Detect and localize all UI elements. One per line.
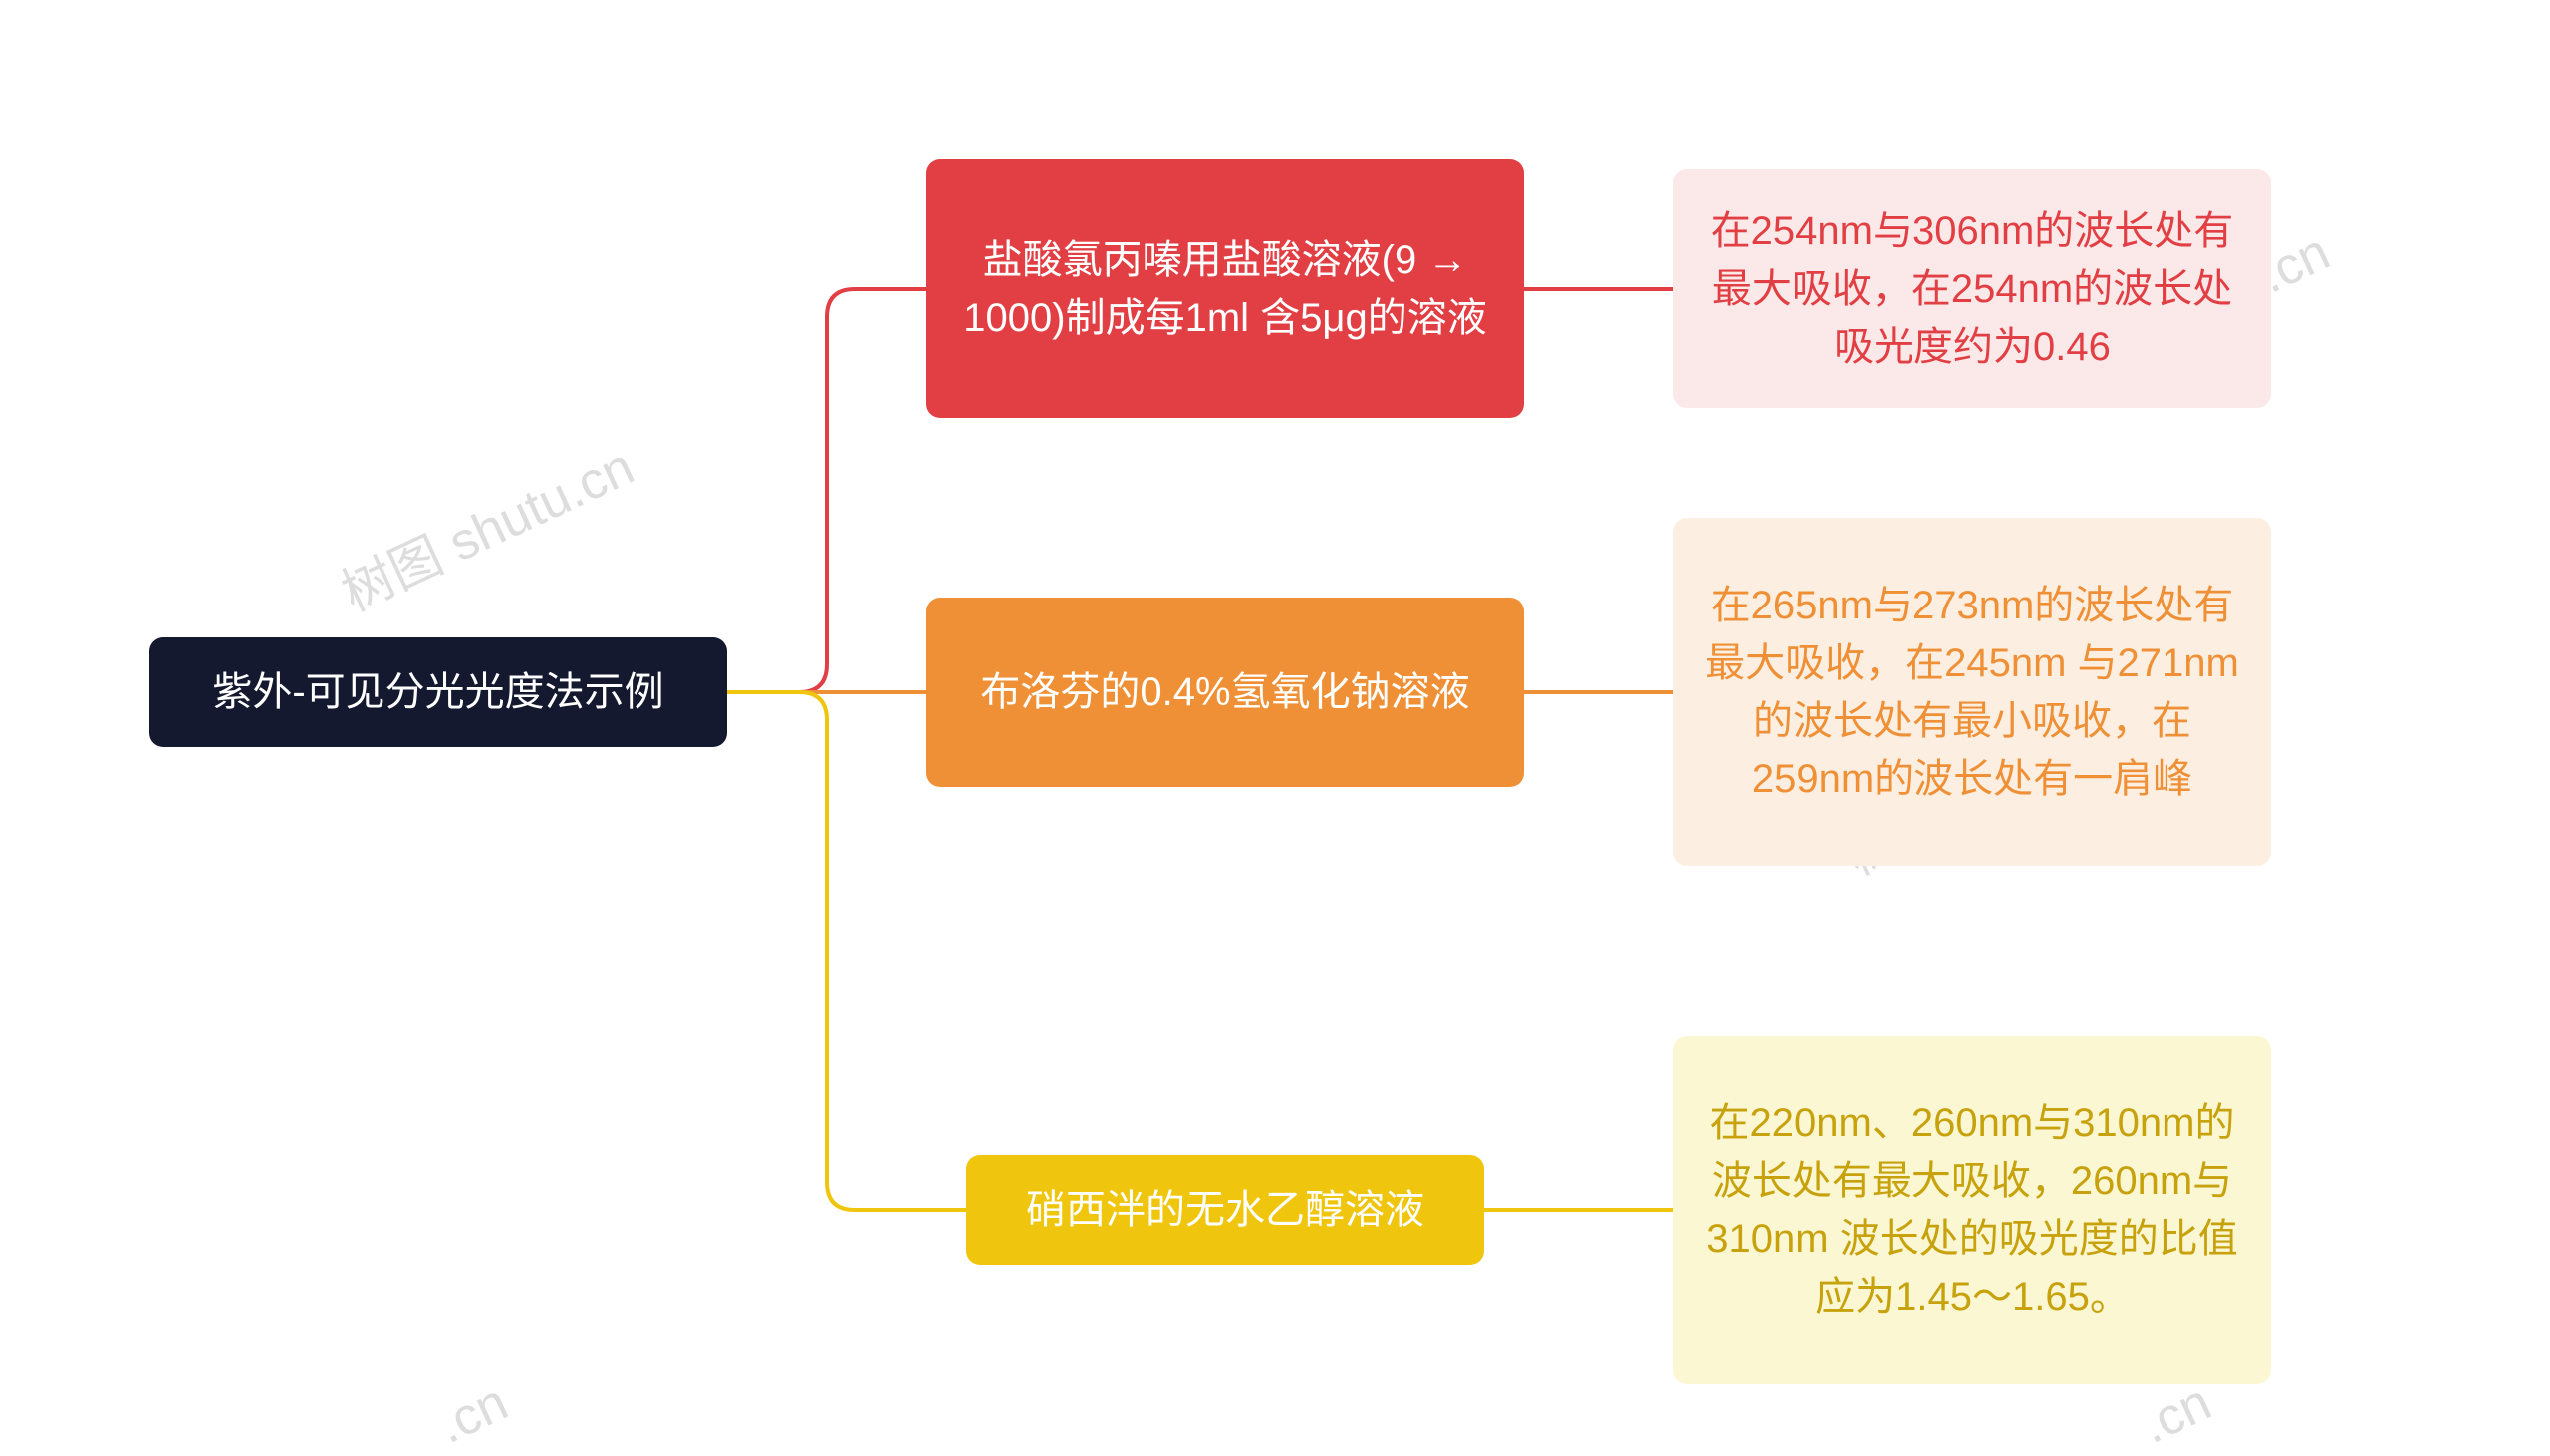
leaf-node-3: 在220nm、260nm与310nm的波长处有最大吸收，260nm与310nm … bbox=[1673, 1036, 2271, 1384]
branch-label: 硝西泮的无水乙醇溶液 bbox=[1026, 1181, 1424, 1239]
watermark: .cn bbox=[429, 1372, 517, 1456]
root-node: 紫外-可见分光光度法示例 bbox=[149, 637, 727, 747]
branch-label: 盐酸氯丙嗪用盐酸溶液(9 → 1000)制成每1ml 含5μg的溶液 bbox=[958, 231, 1492, 347]
leaf-label: 在220nm、260nm与310nm的波长处有最大吸收，260nm与310nm … bbox=[1705, 1094, 2239, 1326]
leaf-label: 在254nm与306nm的波长处有最大吸收，在254nm的波长处吸光度约为0.4… bbox=[1705, 202, 2239, 375]
leaf-node-1: 在254nm与306nm的波长处有最大吸收，在254nm的波长处吸光度约为0.4… bbox=[1673, 169, 2271, 408]
watermark: 树图 shutu.cn bbox=[328, 425, 643, 625]
leaf-label: 在265nm与273nm的波长处有最大吸收，在245nm 与271nm 的波长处… bbox=[1705, 577, 2239, 808]
root-label: 紫外-可见分光光度法示例 bbox=[212, 663, 663, 721]
leaf-node-2: 在265nm与273nm的波长处有最大吸收，在245nm 与271nm 的波长处… bbox=[1673, 518, 2271, 866]
branch-label: 布洛芬的0.4%氢氧化钠溶液 bbox=[980, 663, 1469, 721]
branch-node-2: 布洛芬的0.4%氢氧化钠溶液 bbox=[926, 598, 1524, 787]
watermark: .cn bbox=[2133, 1372, 2220, 1456]
branch-node-3: 硝西泮的无水乙醇溶液 bbox=[966, 1155, 1484, 1265]
branch-node-1: 盐酸氯丙嗪用盐酸溶液(9 → 1000)制成每1ml 含5μg的溶液 bbox=[926, 159, 1524, 418]
